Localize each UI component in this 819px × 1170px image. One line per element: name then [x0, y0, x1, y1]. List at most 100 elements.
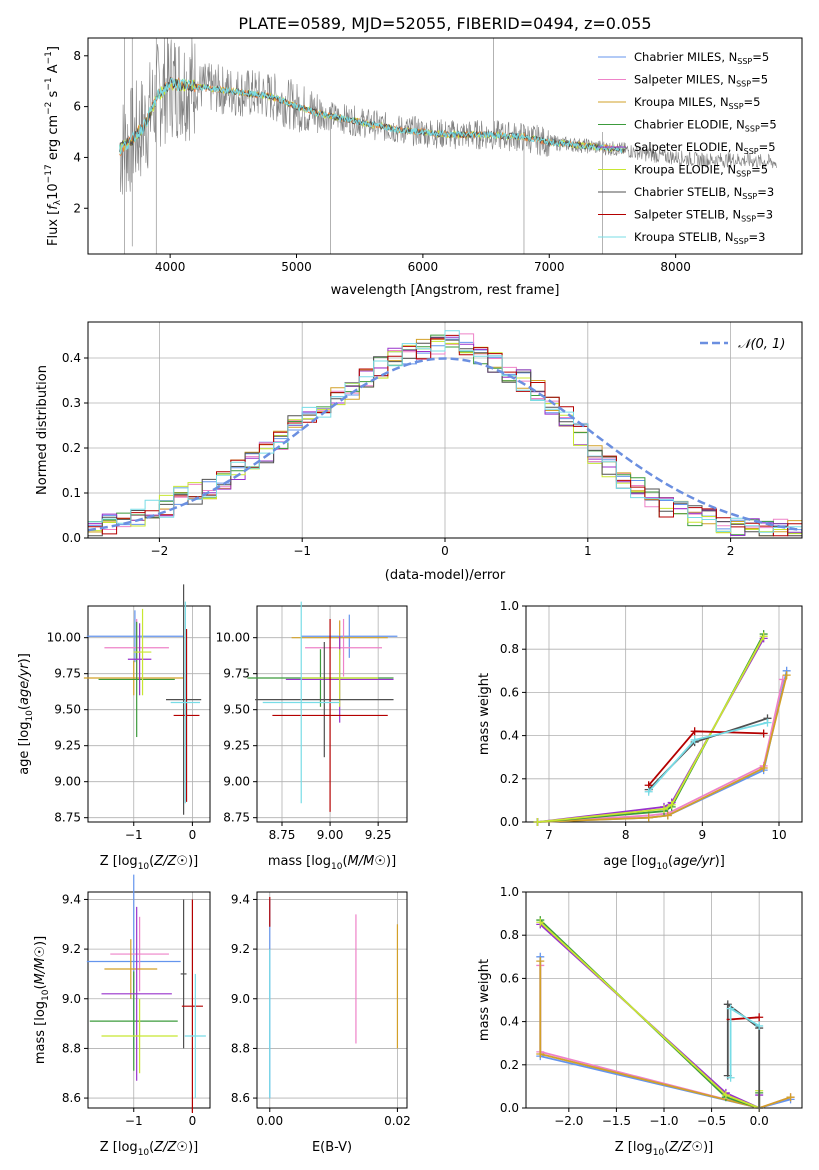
- axes-frame: [525, 605, 803, 823]
- y-tick-label: 8.75: [223, 811, 250, 825]
- residual-ylabel: Normed distribution: [35, 365, 50, 495]
- axes-frame: [256, 891, 408, 1109]
- legend-entry: 𝒩(0, 1): [738, 337, 785, 352]
- axis-label: E(B-V): [312, 1140, 352, 1155]
- y-tick-label: 0.2: [500, 1058, 519, 1072]
- x-tick-label: −0.5: [697, 1114, 726, 1128]
- mass-weight-line: [730, 1016, 760, 1021]
- age-vs-mass-panel: 8.75 9.00 9.25 8.75 9.00 9.25 9.50 9.75 10.00 mas…: [216, 601, 408, 872]
- legend-entry: Salpeter STELIB, NSSP=3: [634, 208, 773, 224]
- mass-weight-marker: [536, 957, 545, 966]
- y-tick-label: 0.1: [62, 486, 81, 500]
- residual-panel: −2 −1 0 1 2 0.0 0.1 0.2 0.3 0.4 𝒩(0, 1) (data-mod…: [35, 321, 803, 583]
- axis-label: mass weight: [477, 673, 492, 755]
- y-tick-label: 0.6: [500, 685, 519, 699]
- x-tick-label: −2: [151, 544, 169, 558]
- axis-label: Z [log10(Z/Z☉)]: [100, 854, 198, 872]
- mass-weight-marker: [755, 1104, 764, 1112]
- residual-xlabel: (data-model)/error: [385, 568, 506, 583]
- axis-label: mass weight: [477, 959, 492, 1041]
- mass-weight-marker: [663, 811, 672, 820]
- mass-weight-marker: [759, 632, 768, 641]
- axis-label: mass [log10(M/M☉)]: [268, 854, 396, 872]
- x-tick-label: 9: [699, 828, 707, 842]
- axis-label: Z [log10(Z/Z☉)]: [615, 1140, 713, 1158]
- gaussian-curve: [88, 357, 802, 532]
- y-tick-label: 8.8: [62, 1041, 81, 1055]
- y-tick-label: 0.2: [500, 772, 519, 786]
- y-tick-label: 9.25: [223, 739, 250, 753]
- y-tick-label: 0.0: [500, 1101, 519, 1115]
- y-tick-label: 8.6: [62, 1091, 81, 1105]
- x-tick-label: 0: [189, 1114, 197, 1128]
- y-tick-label: 10.00: [47, 631, 81, 645]
- y-tick-label: 4: [73, 150, 81, 164]
- y-tick-label: 9.75: [223, 667, 250, 681]
- mass-weight-marker: [536, 918, 545, 927]
- mass-weight-marker: [786, 1093, 795, 1102]
- spectrum-legend: Chabrier MILES, NSSP=5 Salpeter MILES, NS…: [598, 50, 777, 246]
- spectrum-frame: [87, 37, 803, 255]
- mass-vs-Z-panel: −1 0 8.6 8.8 9.0 9.2 9.4 Z [log10(Z/Z☉)] mass [l…: [33, 874, 211, 1158]
- y-tick-label: 9.2: [231, 942, 250, 956]
- legend-entry: Chabrier MILES, NSSP=5: [634, 50, 769, 66]
- residual-histogram-series: [88, 330, 802, 533]
- residual-legend: 𝒩(0, 1): [700, 337, 785, 352]
- axis-label: age [log10(age/yr)]: [603, 854, 725, 872]
- x-tick-label: 0: [441, 544, 449, 558]
- mass-weight-line: [537, 635, 765, 823]
- y-tick-label: 1.0: [500, 885, 519, 899]
- x-tick-label: 5000: [281, 260, 312, 274]
- y-tick-label: 9.0: [62, 992, 81, 1006]
- spectrum-panel: 4000 5000 6000 7000 8000 2 4 6 8 Chabrier MILES,…: [44, 37, 803, 298]
- mass-weight-marker: [667, 800, 676, 809]
- spectrum-ticks: 4000 5000 6000 7000 8000 2 4 6 8: [73, 49, 691, 274]
- x-tick-label: 0.00: [256, 1114, 283, 1128]
- x-tick-label: 4000: [155, 260, 186, 274]
- axes-frame: [256, 605, 408, 823]
- spectrum-ylabel: Flux [fλ10−17 erg cm−2 s−1 A−1]: [44, 46, 63, 246]
- x-tick-label: 8: [622, 828, 630, 842]
- x-tick-label: 6000: [408, 260, 439, 274]
- y-tick-label: 9.2: [62, 942, 81, 956]
- mass-weight-marker: [533, 818, 542, 826]
- y-tick-label: 0.0: [500, 815, 519, 829]
- x-tick-label: −1: [125, 1114, 143, 1128]
- legend-entry: Kroupa ELODIE, NSSP=5: [634, 163, 768, 179]
- y-tick-label: 0.4: [500, 1015, 519, 1029]
- x-tick-label: −1: [293, 544, 311, 558]
- y-tick-label: 0.4: [500, 729, 519, 743]
- spectrum-xlabel: wavelength [Angstrom, rest frame]: [331, 283, 560, 298]
- legend-entry: Salpeter ELODIE, NSSP=5: [634, 140, 776, 156]
- x-tick-label: 8.75: [269, 828, 296, 842]
- residual-data: [88, 330, 802, 537]
- observed-spectrum: [119, 38, 777, 195]
- y-tick-label: 1.0: [500, 599, 519, 613]
- legend-entry: Chabrier ELODIE, NSSP=5: [634, 118, 777, 134]
- x-tick-label: 9.25: [365, 828, 392, 842]
- mass-weight-marker: [536, 1050, 545, 1058]
- y-tick-label: 0.0: [62, 531, 81, 545]
- y-tick-label: 0.8: [500, 928, 519, 942]
- model-spectrum: [119, 77, 625, 155]
- axis-label: Z [log10(Z/Z☉)]: [100, 1140, 198, 1158]
- x-tick-label: 7000: [534, 260, 565, 274]
- mass-weight-marker: [690, 727, 699, 736]
- legend-entry: Kroupa STELIB, NSSP=3: [634, 230, 765, 246]
- y-tick-label: 2: [73, 201, 81, 215]
- x-tick-label: −1.5: [602, 1114, 631, 1128]
- mass-weight-marker: [723, 1000, 732, 1009]
- spectrum-data: [119, 38, 777, 254]
- mass-weight-marker: [644, 787, 653, 796]
- axes-frame: [87, 891, 211, 1109]
- y-tick-label: 9.00: [223, 775, 250, 789]
- mass-weight-marker: [782, 671, 791, 680]
- y-tick-label: 9.00: [54, 775, 81, 789]
- y-tick-label: 9.25: [54, 739, 81, 753]
- figure-title: PLATE=0589, MJD=52055, FIBERID=0494, z=0…: [238, 14, 651, 33]
- x-tick-label: 0.02: [384, 1114, 411, 1128]
- x-tick-label: 9.00: [317, 828, 344, 842]
- mass-weight-marker: [755, 1013, 764, 1022]
- y-tick-label: 9.50: [223, 703, 250, 717]
